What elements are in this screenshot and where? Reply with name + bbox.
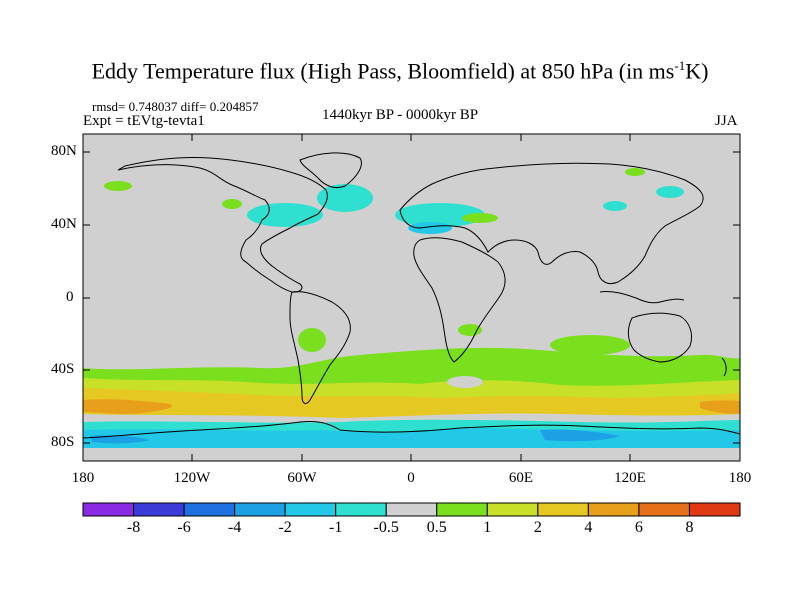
colorbar-label-6: 0.5: [426, 519, 447, 536]
colorbar-box-12: [688, 502, 741, 517]
southern-orange-core-east: [700, 400, 740, 414]
pacific-cyan: [656, 186, 684, 198]
experiment-label: Expt = tEVtg-tevta1: [83, 113, 205, 129]
arctic-green-3: [625, 168, 645, 176]
colorbar-box-6: [385, 502, 438, 517]
colorbar-box-8: [486, 502, 539, 517]
y-label-40s: 40S: [51, 361, 75, 377]
grey-island-patch: [447, 376, 483, 388]
coast-north-america: [117, 156, 328, 293]
x-label-180e: 180: [728, 470, 752, 486]
y-label-80s: 80S: [51, 434, 75, 450]
colorbar-box-1: [133, 502, 185, 517]
colorbar-label-4: -1: [329, 519, 343, 536]
arctic-green-2: [222, 199, 242, 209]
coast-indonesia: [599, 291, 685, 304]
south-africa-green: [458, 324, 482, 336]
coast-africa: [413, 237, 506, 363]
coast-eurasia: [399, 162, 704, 285]
coast-australia: [627, 312, 693, 363]
indian-ocean-green: [550, 335, 630, 355]
colorbar-label-3: -2: [278, 519, 292, 536]
antarctic-deepblue-patch-2: [90, 435, 150, 444]
colorbar-box-0: [82, 502, 135, 517]
colorbar-box-5: [335, 502, 387, 517]
title-sup: -1: [674, 58, 686, 73]
colorbar-label-11: 8: [685, 519, 694, 536]
x-axis-ticks: [191, 134, 631, 461]
coast-greenland: [299, 152, 362, 189]
coast-antarctica: [83, 421, 740, 439]
coastlines: [83, 152, 740, 439]
colorbar-label-9: 4: [584, 519, 593, 536]
colorbar-box-7: [436, 502, 488, 517]
colorbar-label-8: 2: [533, 519, 542, 536]
x-label-0: 0: [407, 470, 415, 486]
arctic-green-1: [104, 181, 132, 191]
atlantic-green: [462, 213, 498, 223]
asia-cyan: [603, 201, 627, 211]
north-atlantic-cyan-1: [317, 184, 373, 212]
antarctic-deepblue-patch-1: [540, 429, 620, 442]
colorbar-box-2: [183, 502, 236, 517]
colorbar-box-3: [234, 502, 286, 517]
south-america-green: [298, 328, 326, 352]
x-label-180w: 180: [71, 470, 95, 486]
europe-cyan: [395, 203, 485, 227]
map-title: Eddy Temperature flux (High Pass, Bloomf…: [0, 58, 800, 84]
x-label-60w: 60W: [287, 470, 317, 486]
y-axis-ticks: [83, 151, 740, 444]
season-label: JJA: [715, 113, 738, 129]
title-main: Eddy Temperature flux (High Pass, Bloomf…: [91, 58, 675, 84]
x-label-60e: 60E: [508, 470, 534, 486]
y-label-40n: 40N: [51, 216, 77, 232]
colorbar-box-11: [638, 502, 690, 517]
southern-orange-core-west: [83, 399, 172, 414]
colorbar-label-0: -8: [126, 519, 141, 536]
coast-south-america: [289, 291, 351, 404]
colorbar-box-10: [587, 502, 640, 517]
colorbar: [82, 502, 741, 517]
colorbar-label-2: -4: [227, 519, 242, 536]
colorbar-label-5: -0.5: [373, 519, 399, 536]
stats-text: rmsd= 0.748037 diff= 0.204857: [92, 99, 259, 114]
x-label-120w: 120W: [173, 470, 211, 486]
map-field: [83, 134, 740, 461]
y-label-80n: 80N: [51, 143, 77, 159]
colorbar-label-1: -6: [177, 519, 191, 536]
coast-new-zealand: [721, 357, 727, 377]
period-label: 1440kyr BP - 0000kyr BP: [322, 107, 479, 123]
southern-yellow-band: [83, 388, 740, 420]
x-label-120e: 120E: [614, 470, 646, 486]
mediterranean-cyan: [408, 222, 452, 234]
north-atlantic-cyan-2: [247, 203, 323, 227]
colorbar-box-4: [284, 502, 337, 517]
colorbar-label-10: 6: [634, 519, 643, 536]
y-label-0: 0: [66, 289, 74, 305]
title-tail: K): [685, 58, 709, 84]
colorbar-label-7: 1: [483, 519, 492, 536]
colorbar-box-9: [537, 502, 589, 517]
